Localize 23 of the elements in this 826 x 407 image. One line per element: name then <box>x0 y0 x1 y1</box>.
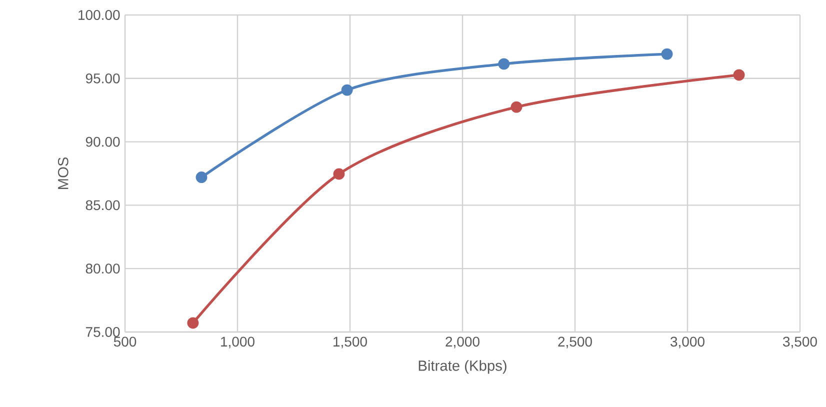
x-tick-label: 3,000 <box>670 336 704 348</box>
point <box>661 48 673 60</box>
point <box>196 172 208 184</box>
y-tick-label: 90.00 <box>86 136 120 147</box>
point <box>187 317 199 329</box>
point <box>341 84 353 96</box>
y-tick-label: 80.00 <box>86 264 120 274</box>
x-tick-label: 3,500 <box>782 336 817 348</box>
y-tick-label: 85.00 <box>86 200 120 210</box>
x-tick-label: 500 <box>114 336 136 347</box>
x-tick-label: 2,500 <box>558 336 592 348</box>
x-tick-label: 2,000 <box>446 336 480 348</box>
y-tick-label: 75.00 <box>86 327 120 337</box>
y-axis-title: MOS <box>58 157 68 189</box>
point <box>498 58 510 70</box>
x-tick-label: 1,000 <box>221 336 254 348</box>
y-tick-label: 100.00 <box>78 10 120 20</box>
point <box>733 69 745 81</box>
point <box>333 168 345 180</box>
y-tick-label: 95.00 <box>86 73 120 84</box>
x-axis-title: Bitrate (Kbps) <box>418 360 506 374</box>
point <box>510 101 522 113</box>
x-tick-label: 1,500 <box>334 336 367 348</box>
